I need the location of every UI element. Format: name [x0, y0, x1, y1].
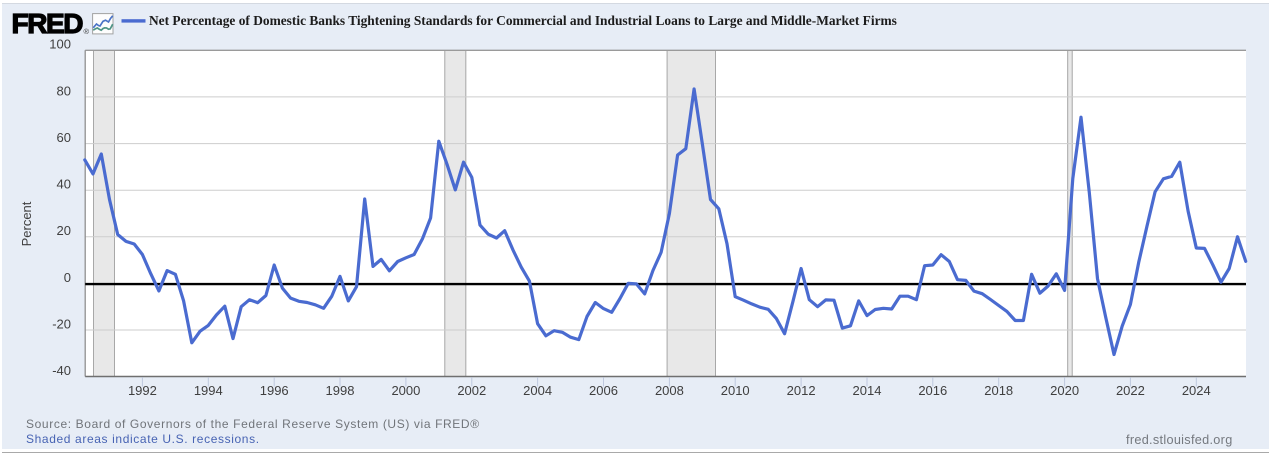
svg-text:2014: 2014: [853, 383, 882, 398]
svg-text:2024: 2024: [1182, 383, 1211, 398]
svg-text:1998: 1998: [326, 383, 355, 398]
svg-text:60: 60: [57, 130, 71, 145]
svg-text:40: 40: [57, 177, 71, 192]
svg-text:2016: 2016: [918, 383, 947, 398]
svg-text:2012: 2012: [787, 383, 816, 398]
svg-text:-40: -40: [52, 363, 71, 378]
svg-text:2018: 2018: [984, 383, 1013, 398]
svg-text:2010: 2010: [721, 383, 750, 398]
svg-text:Percent: Percent: [19, 201, 34, 246]
svg-text:20: 20: [57, 223, 71, 238]
svg-text:1996: 1996: [260, 383, 289, 398]
svg-text:2004: 2004: [523, 383, 552, 398]
svg-text:0: 0: [64, 270, 71, 285]
svg-text:2020: 2020: [1050, 383, 1079, 398]
svg-text:-20: -20: [52, 316, 71, 331]
svg-text:2008: 2008: [655, 383, 684, 398]
svg-text:2022: 2022: [1116, 383, 1145, 398]
svg-text:100: 100: [49, 37, 71, 52]
svg-text:1994: 1994: [194, 383, 223, 398]
svg-text:2002: 2002: [457, 383, 486, 398]
svg-text:1992: 1992: [128, 383, 157, 398]
svg-text:2006: 2006: [589, 383, 618, 398]
svg-text:2000: 2000: [391, 383, 420, 398]
svg-text:80: 80: [57, 83, 71, 98]
